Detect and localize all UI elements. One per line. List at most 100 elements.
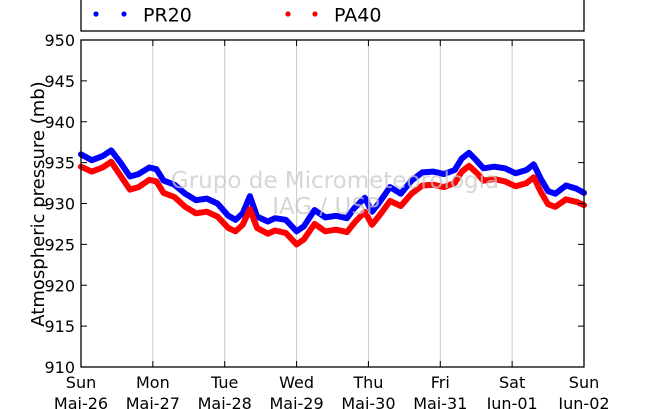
legend-label-pr20: PR20: [143, 5, 192, 27]
data-point-pa40: [248, 207, 252, 211]
data-point-pr20: [481, 166, 485, 170]
data-point-pa40: [128, 188, 132, 192]
y-tick-label: 920: [44, 276, 75, 295]
y-tick-label: 915: [44, 317, 75, 336]
data-point-pr20: [363, 196, 367, 200]
data-point-pa40: [532, 175, 536, 179]
data-point-pr20: [323, 215, 327, 219]
data-point-pa40: [442, 185, 446, 189]
data-point-pr20: [388, 185, 392, 189]
data-point-pr20: [431, 170, 435, 174]
data-point-pr20: [409, 179, 414, 183]
watermark-line-1: Grupo de Micrometeorologia: [171, 168, 499, 194]
data-point-pa40: [323, 229, 327, 233]
data-point-pr20: [370, 210, 374, 214]
legend-marker-pr20: [93, 11, 99, 17]
x-tick-label-date: Jun-01: [486, 394, 538, 409]
x-tick-label-date: Mai-30: [341, 394, 395, 409]
data-point-pa40: [409, 192, 414, 196]
data-point-pr20: [546, 189, 550, 193]
data-point-pr20: [147, 165, 151, 170]
x-tick-label-day: Mon: [136, 373, 170, 392]
data-point-pr20: [241, 211, 245, 215]
data-point-pa40: [147, 178, 151, 182]
y-tick-label: 910: [44, 358, 75, 377]
data-point-pr20: [302, 224, 306, 228]
data-point-pa40: [467, 164, 471, 168]
data-point-pa40: [172, 195, 176, 199]
y-axis: 910 915 920 925 930 935 940 945 950: [44, 31, 584, 377]
data-point-pa40: [514, 184, 518, 188]
data-point-pr20: [162, 179, 166, 183]
data-point-pa40: [474, 170, 478, 174]
data-point-pr20: [420, 170, 424, 174]
data-point-pa40: [524, 181, 529, 185]
data-point-pa40: [109, 160, 113, 164]
data-point-pa40: [233, 229, 238, 233]
y-tick-label: 950: [44, 31, 75, 50]
data-point-pr20: [399, 192, 403, 196]
data-point-pr20: [215, 201, 220, 206]
data-point-pr20: [128, 174, 132, 179]
x-tick-label-day: Thu: [352, 373, 383, 392]
data-point-pr20: [524, 168, 529, 172]
data-point-pr20: [467, 151, 471, 155]
data-point-pa40: [136, 185, 141, 189]
data-point-pr20: [453, 168, 457, 172]
y-tick-label: 940: [44, 113, 75, 132]
x-tick-label-day: Sun: [569, 373, 599, 392]
data-point-pr20: [532, 162, 536, 166]
data-point-pa40: [553, 205, 557, 209]
data-point-pa40: [162, 191, 166, 195]
data-point-pa40: [453, 181, 457, 185]
data-point-pr20: [539, 177, 543, 181]
data-point-pa40: [492, 177, 496, 181]
x-tick-label-date: Mai-31: [413, 394, 467, 409]
data-point-pr20: [118, 161, 123, 165]
data-point-pr20: [442, 172, 446, 176]
x-tick-label-day: Sun: [66, 373, 96, 392]
data-point-pa40: [90, 170, 94, 174]
y-tick-label: 935: [44, 154, 75, 173]
data-point-pr20: [284, 218, 288, 222]
data-point-pa40: [266, 232, 270, 236]
data-point-pr20: [194, 198, 198, 202]
data-point-pr20: [233, 218, 238, 222]
x-tick-label-day: Tue: [210, 373, 238, 392]
data-point-pr20: [312, 208, 317, 212]
data-point-pa40: [388, 199, 392, 203]
data-point-pr20: [334, 214, 338, 218]
legend-marker-pa40: [285, 11, 291, 17]
data-point-pr20: [474, 158, 478, 162]
data-point-pr20: [575, 187, 579, 191]
data-point-pr20: [90, 158, 94, 162]
data-point-pr20: [553, 192, 557, 196]
data-point-pr20: [273, 216, 277, 220]
data-point-pa40: [345, 230, 349, 234]
data-point-pa40: [352, 221, 356, 225]
data-point-pr20: [460, 156, 464, 161]
data-point-pa40: [539, 190, 543, 194]
data-point-pa40: [481, 179, 485, 183]
data-point-pa40: [205, 210, 209, 214]
data-point-pa40: [575, 200, 579, 204]
data-point-pa40: [334, 228, 338, 232]
data-point-pr20: [266, 219, 270, 224]
data-point-pa40: [377, 214, 381, 218]
data-point-pr20: [172, 183, 176, 187]
data-point-pa40: [273, 228, 277, 233]
data-point-pr20: [109, 148, 113, 152]
x-axis: Sun Mai-26 Mon Mai-27 Tue Mai-28 Wed Mai-29 Thu M…: [54, 40, 610, 409]
data-point-pr20: [248, 194, 252, 198]
data-point-pa40: [503, 179, 507, 183]
data-point-pa40: [399, 204, 403, 208]
x-tick-label-date: Jun-02: [557, 394, 609, 409]
data-point-pr20: [255, 215, 259, 219]
data-point-pa40: [241, 223, 245, 227]
legend-entry-pa40: PA40: [285, 5, 381, 27]
y-tick-label: 945: [44, 72, 75, 91]
data-point-pr20: [564, 183, 568, 188]
data-point-pa40: [226, 226, 230, 230]
data-point-pa40: [284, 231, 288, 235]
